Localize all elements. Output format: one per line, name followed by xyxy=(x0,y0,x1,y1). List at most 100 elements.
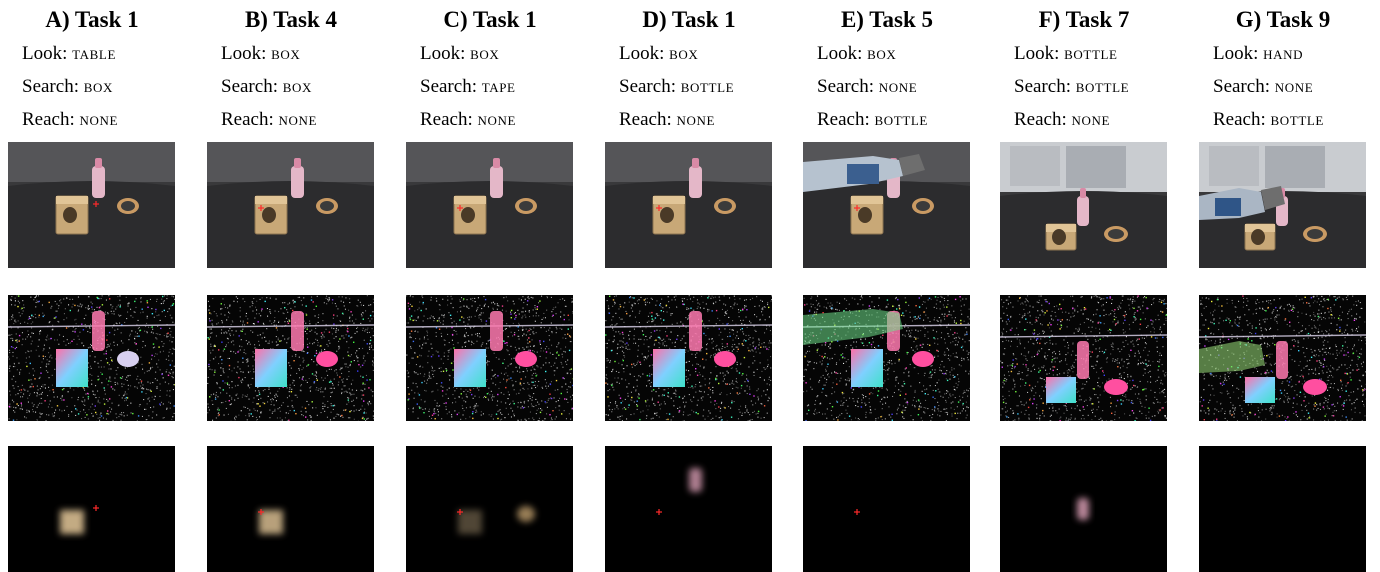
search-row: Search: BOX xyxy=(221,75,312,99)
look-row: Look: HAND xyxy=(1213,42,1303,66)
reach-value: NONE xyxy=(80,109,119,130)
reach-value: NONE xyxy=(677,109,716,130)
attention-map-image-svg xyxy=(1000,446,1167,572)
look-row: Look: BOX xyxy=(420,42,499,66)
search-value: BOTTLE xyxy=(681,76,734,97)
optical-flow-image-svg xyxy=(8,295,175,421)
rgb-frame-image-svg xyxy=(1199,142,1366,268)
optical-flow-image xyxy=(207,295,374,421)
rgb-frame-image xyxy=(1000,142,1167,268)
rgb-frame-image-svg xyxy=(8,142,175,268)
rgb-frame-image-svg xyxy=(803,142,970,268)
reach-value: BOTTLE xyxy=(875,109,928,130)
reach-value: NONE xyxy=(279,109,318,130)
column-title: D) Task 1 xyxy=(601,6,777,34)
search-label: Search: xyxy=(619,76,676,97)
look-label: Look: xyxy=(1213,43,1258,64)
reach-row: Reach: NONE xyxy=(619,108,715,132)
search-value: BOX xyxy=(283,76,312,97)
look-value: BOX xyxy=(867,43,896,64)
rgb-frame-image-svg xyxy=(406,142,573,268)
attention-map-image-svg xyxy=(207,446,374,572)
look-value: BOX xyxy=(470,43,499,64)
search-row: Search: NONE xyxy=(817,75,917,99)
search-label: Search: xyxy=(221,76,278,97)
reach-label: Reach: xyxy=(221,109,274,130)
attention-map-image-svg xyxy=(406,446,573,572)
optical-flow-image xyxy=(803,295,970,421)
reach-label: Reach: xyxy=(1014,109,1067,130)
reach-label: Reach: xyxy=(1213,109,1266,130)
rgb-frame-image-svg xyxy=(605,142,772,268)
search-label: Search: xyxy=(1213,76,1270,97)
reach-row: Reach: NONE xyxy=(420,108,516,132)
column-title: F) Task 7 xyxy=(996,6,1172,34)
reach-value: NONE xyxy=(1072,109,1111,130)
reach-label: Reach: xyxy=(420,109,473,130)
rgb-frame-image-svg xyxy=(207,142,374,268)
optical-flow-image-svg xyxy=(1199,295,1366,421)
optical-flow-image-svg xyxy=(605,295,772,421)
search-label: Search: xyxy=(420,76,477,97)
search-label: Search: xyxy=(817,76,874,97)
look-label: Look: xyxy=(1014,43,1059,64)
optical-flow-image-svg xyxy=(207,295,374,421)
optical-flow-image xyxy=(1000,295,1167,421)
attention-map-image-svg xyxy=(803,446,970,572)
optical-flow-image-svg xyxy=(803,295,970,421)
look-value: BOX xyxy=(271,43,300,64)
optical-flow-image-svg xyxy=(406,295,573,421)
column-title: G) Task 9 xyxy=(1195,6,1371,34)
rgb-frame-image xyxy=(605,142,772,268)
attention-map-image xyxy=(8,446,175,572)
look-label: Look: xyxy=(817,43,862,64)
reach-label: Reach: xyxy=(22,109,75,130)
optical-flow-image xyxy=(406,295,573,421)
reach-value: BOTTLE xyxy=(1271,109,1324,130)
reach-value: NONE xyxy=(478,109,517,130)
search-row: Search: BOTTLE xyxy=(1014,75,1129,99)
search-row: Search: TAPE xyxy=(420,75,516,99)
optical-flow-image-svg xyxy=(1000,295,1167,421)
look-value: TABLE xyxy=(72,43,116,64)
reach-label: Reach: xyxy=(619,109,672,130)
look-label: Look: xyxy=(22,43,67,64)
search-value: NONE xyxy=(1275,76,1314,97)
look-value: HAND xyxy=(1263,43,1303,64)
rgb-frame-image xyxy=(406,142,573,268)
look-row: Look: BOX xyxy=(221,42,300,66)
reach-row: Reach: BOTTLE xyxy=(1213,108,1324,132)
rgb-frame-image xyxy=(207,142,374,268)
look-label: Look: xyxy=(619,43,664,64)
attention-map-image xyxy=(1199,446,1366,572)
optical-flow-image xyxy=(8,295,175,421)
search-label: Search: xyxy=(1014,76,1071,97)
attention-map-image-svg xyxy=(1199,446,1366,572)
search-value: BOX xyxy=(84,76,113,97)
column-title: A) Task 1 xyxy=(4,6,180,34)
rgb-frame-image xyxy=(8,142,175,268)
rgb-frame-image xyxy=(803,142,970,268)
column-title: B) Task 4 xyxy=(203,6,379,34)
reach-row: Reach: NONE xyxy=(221,108,317,132)
look-label: Look: xyxy=(420,43,465,64)
optical-flow-image xyxy=(1199,295,1366,421)
search-value: TAPE xyxy=(482,76,516,97)
look-row: Look: BOTTLE xyxy=(1014,42,1118,66)
look-label: Look: xyxy=(221,43,266,64)
attention-map-image xyxy=(1000,446,1167,572)
look-row: Look: BOX xyxy=(817,42,896,66)
look-row: Look: BOX xyxy=(619,42,698,66)
rgb-frame-image-svg xyxy=(1000,142,1167,268)
rgb-frame-image xyxy=(1199,142,1366,268)
optical-flow-image xyxy=(605,295,772,421)
look-value: BOX xyxy=(669,43,698,64)
attention-map-image xyxy=(406,446,573,572)
attention-map-image xyxy=(605,446,772,572)
search-row: Search: BOX xyxy=(22,75,113,99)
search-row: Search: NONE xyxy=(1213,75,1313,99)
search-value: NONE xyxy=(879,76,918,97)
column-title: E) Task 5 xyxy=(799,6,975,34)
reach-label: Reach: xyxy=(817,109,870,130)
